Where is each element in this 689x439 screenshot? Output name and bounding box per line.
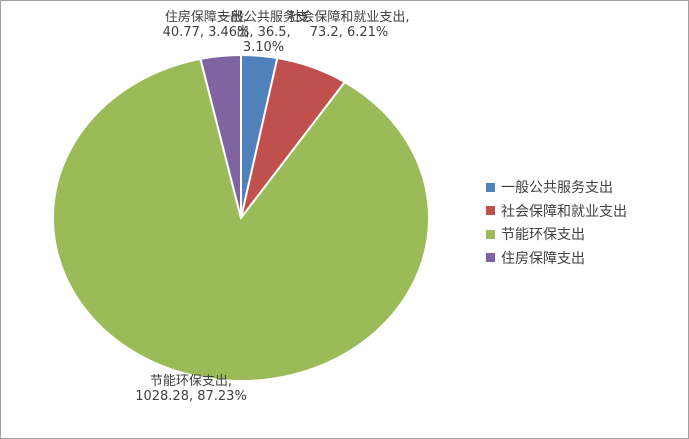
legend-swatch (486, 229, 495, 239)
legend-label: 节能环保支出 (501, 227, 585, 243)
legend-label: 社会保障和就业支出 (501, 203, 627, 220)
legend-item: 节能环保支出 (486, 224, 585, 244)
legend-swatch (486, 206, 495, 215)
data-label: 一般公共服务支出, 36.5, 3.10% (217, 10, 309, 55)
data-label: 住房保障支出, 40.77, 3.46% (162, 10, 250, 40)
data-label: 社会保障和就业支出, 73.2, 6.21% (288, 10, 410, 40)
legend-item: 社会保障和就业支出 (486, 201, 627, 221)
legend-label: 一般公共服务支出 (501, 180, 613, 196)
data-label: 节能环保支出, 1028.28, 87.23% (135, 374, 247, 404)
legend-swatch (486, 253, 495, 262)
legend-swatch (486, 182, 495, 192)
legend-label: 住房保障支出 (501, 250, 585, 267)
legend-item: 一般公共服务支出 (486, 177, 613, 197)
legend-item: 住房保障支出 (486, 248, 585, 268)
pie-slice (199, 53, 242, 219)
pie-slice (52, 57, 430, 382)
